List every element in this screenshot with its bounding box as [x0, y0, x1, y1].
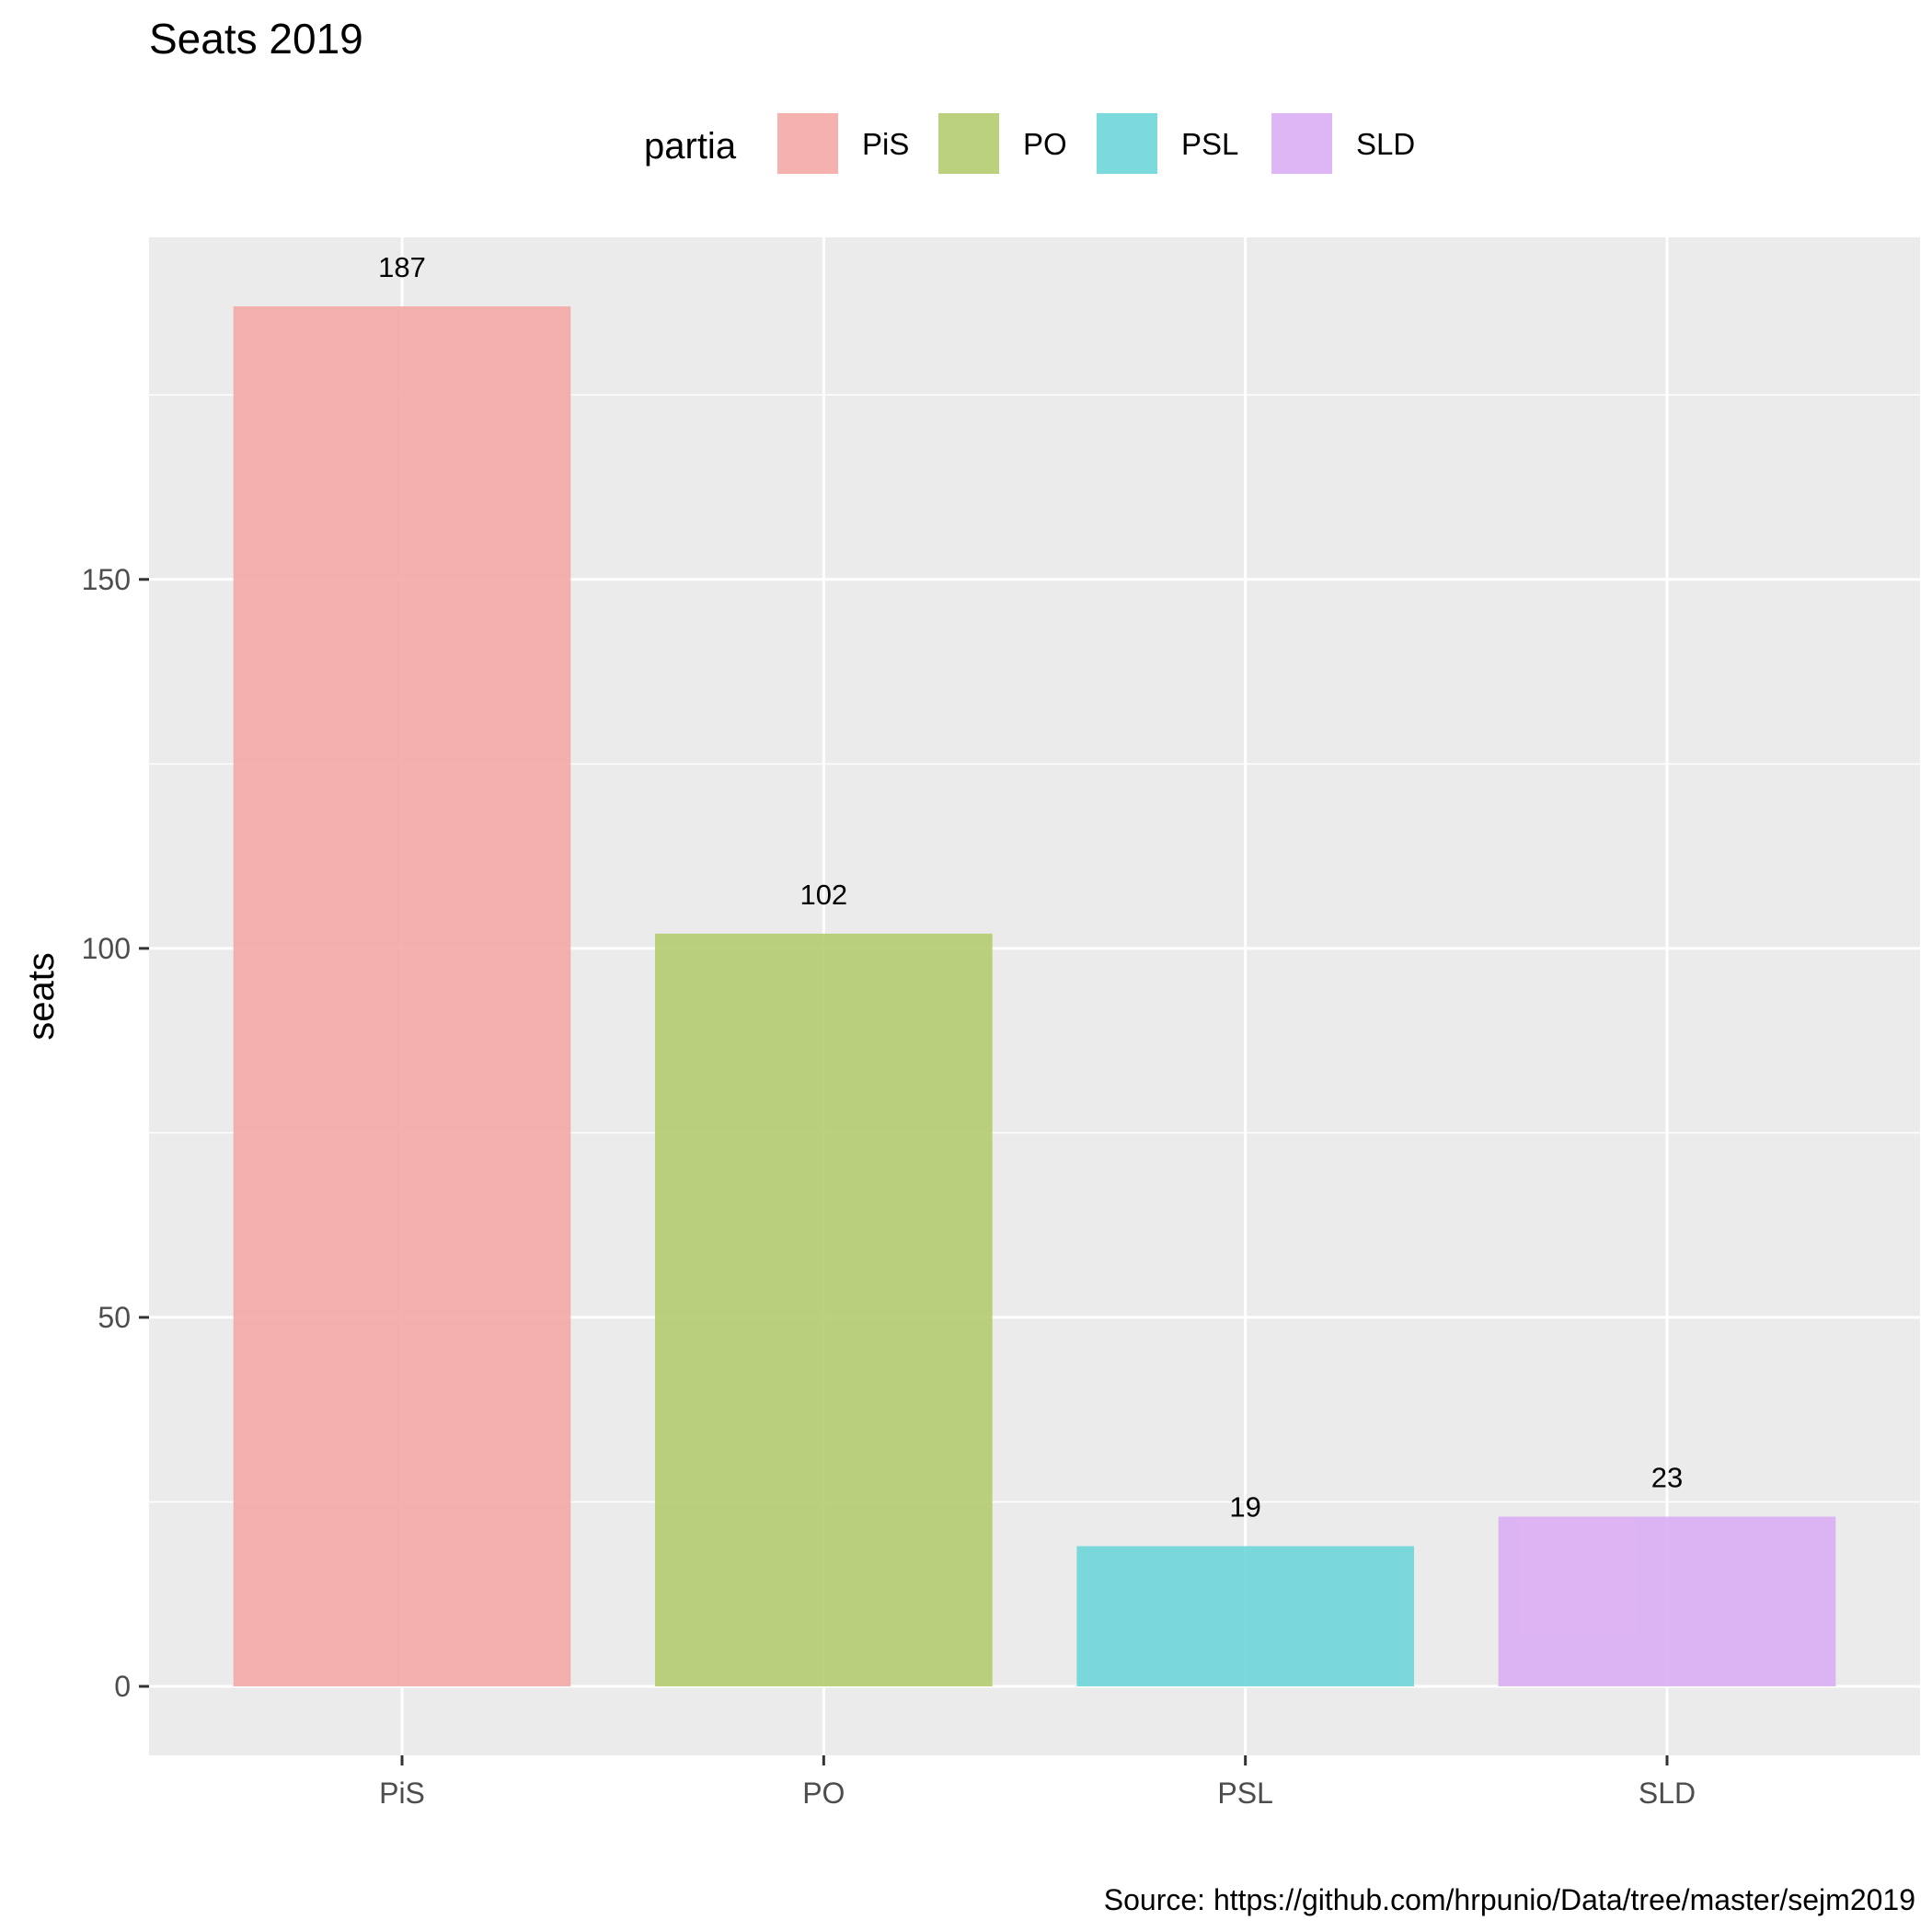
x-tick-label: SLD [1639, 1777, 1696, 1810]
data-labels: 187 102 19 23 [378, 251, 1683, 1524]
x-tick-label: PSL [1217, 1777, 1272, 1810]
legend-key-psl [1097, 113, 1157, 174]
y-tick-label: 150 [82, 563, 131, 596]
x-axis: PiS PO PSL SLD [379, 1755, 1696, 1810]
bar-po [655, 933, 993, 1686]
legend-key-pis [777, 113, 838, 174]
y-tick-label: 0 [114, 1670, 131, 1703]
bars [233, 306, 1836, 1686]
legend-label-sld: SLD [1356, 127, 1415, 161]
y-tick-label: 100 [82, 932, 131, 965]
data-label-sld: 23 [1651, 1462, 1683, 1494]
bar-sld [1498, 1516, 1836, 1686]
legend-label-po: PO [1023, 127, 1067, 161]
bar-psl [1076, 1546, 1414, 1686]
data-label-po: 102 [799, 879, 847, 911]
y-tick-label: 50 [98, 1301, 131, 1334]
legend-label-psl: PSL [1181, 127, 1238, 161]
chart-title: Seats 2019 [149, 15, 363, 63]
legend: partia PiS PO PSL SLD [644, 113, 1415, 174]
x-tick-label: PO [802, 1777, 845, 1810]
y-axis: 0 50 100 150 [82, 563, 149, 1703]
bar-pis [233, 306, 571, 1686]
data-label-pis: 187 [378, 251, 426, 283]
data-label-psl: 19 [1229, 1491, 1260, 1524]
legend-label-pis: PiS [862, 127, 909, 161]
y-axis-title: seats [21, 952, 62, 1041]
source-caption: Source: https://github.com/hrpunio/Data/… [1104, 1883, 1915, 1916]
legend-title: partia [644, 126, 737, 167]
legend-key-po [938, 113, 999, 174]
x-tick-label: PiS [379, 1777, 425, 1810]
legend-key-sld [1271, 113, 1332, 174]
